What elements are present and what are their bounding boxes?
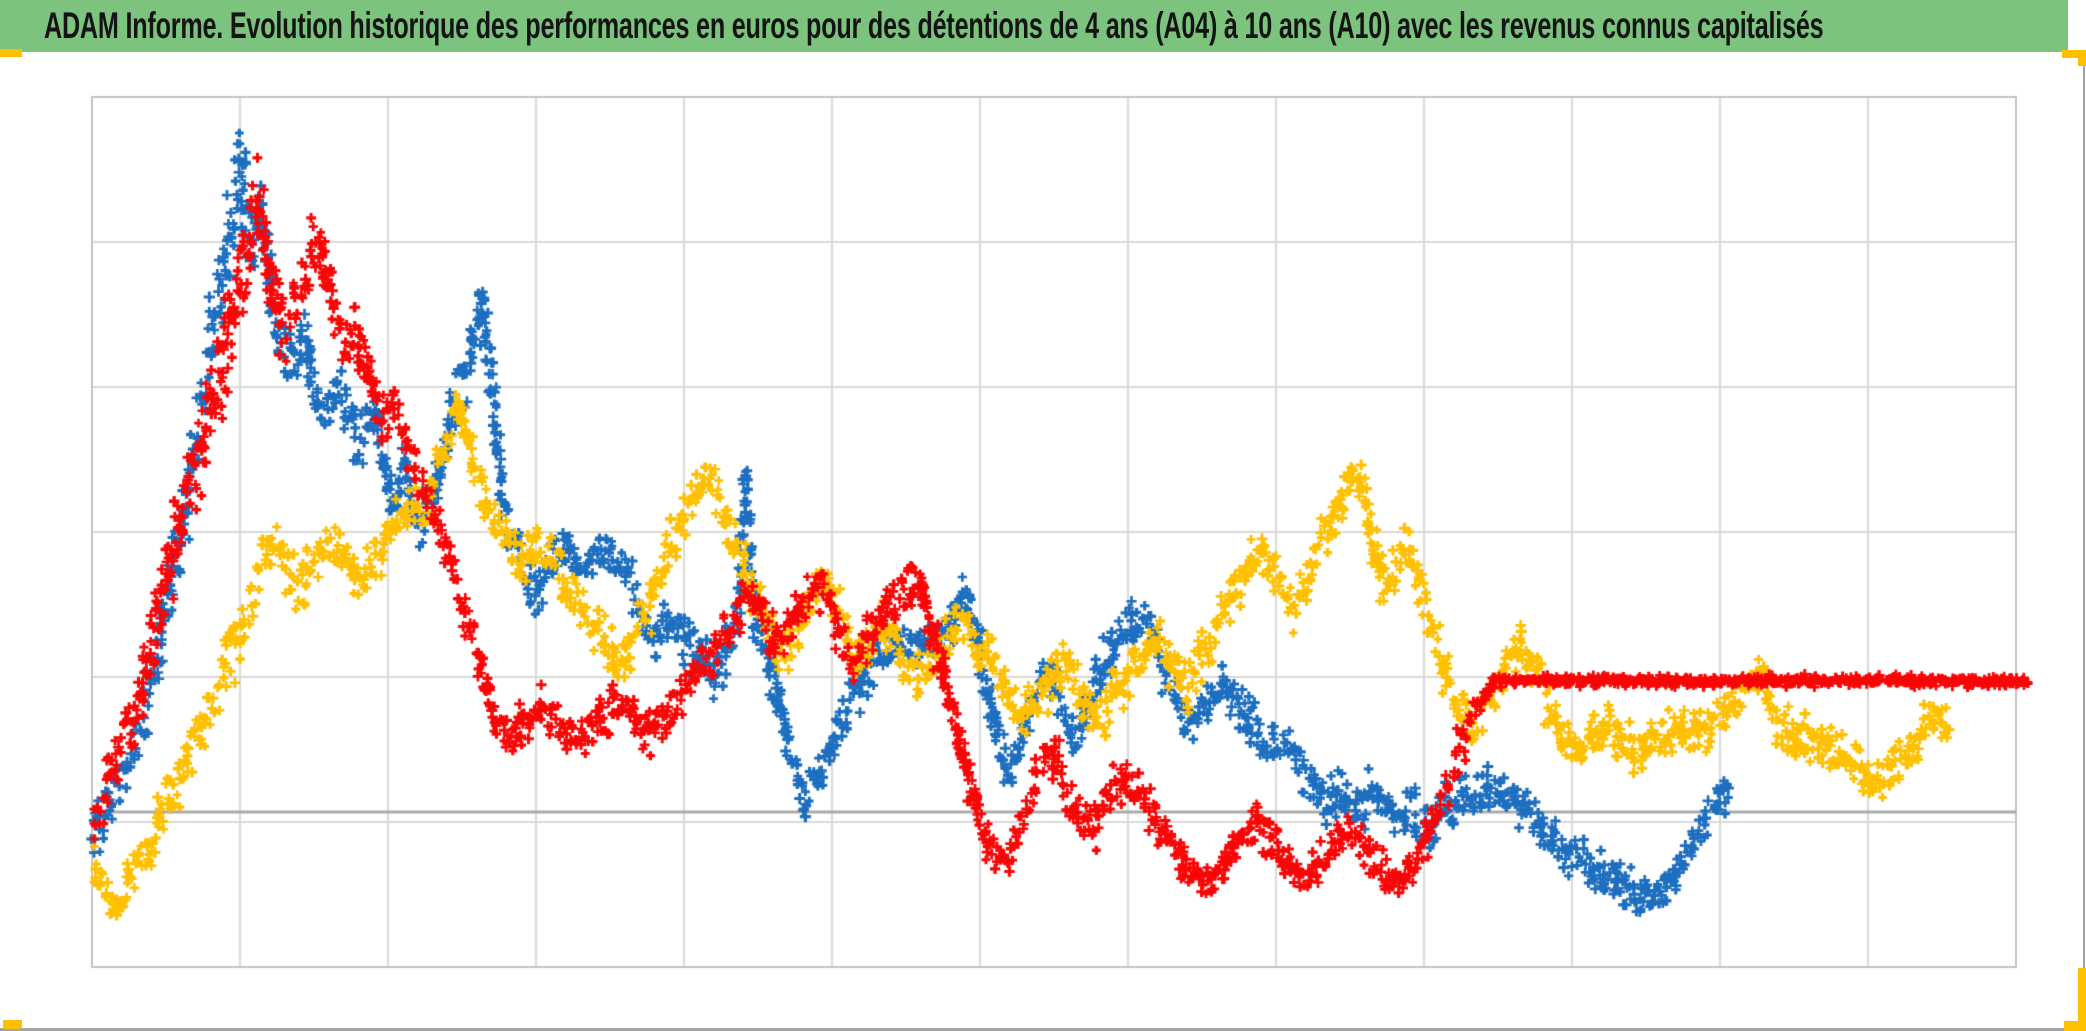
corner-mark-bottom-right-v xyxy=(2078,968,2086,1031)
corner-mark-bottom-right-h xyxy=(2064,1021,2086,1031)
corner-mark-top-right-v xyxy=(2078,50,2086,66)
corner-mark-top-left xyxy=(0,49,22,57)
corner-mark-bottom-left xyxy=(3,1020,22,1029)
page-edge-bottom-line xyxy=(0,1028,2086,1031)
page-edge-right-line xyxy=(2083,60,2085,1031)
corner-mark-top-right-h xyxy=(2062,50,2086,58)
